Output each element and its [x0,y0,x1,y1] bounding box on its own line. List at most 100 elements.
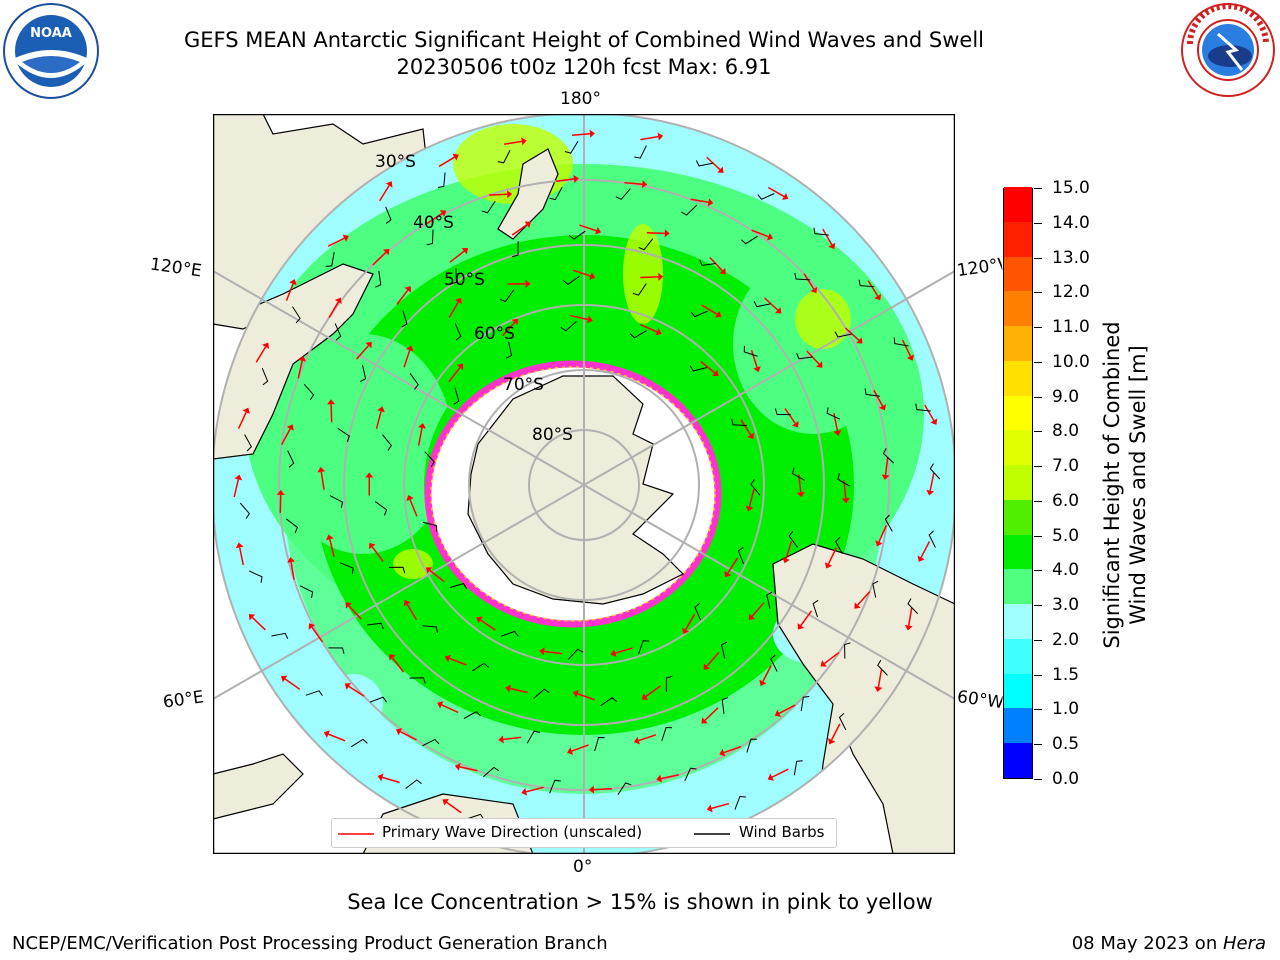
wind-barb [239,502,250,519]
wave-arrow [348,685,365,697]
chart-title-line1: GEFS MEAN Antarctic Significant Height o… [183,28,985,52]
wind-barb [661,727,673,742]
wave-arrow [878,525,887,543]
wave-arrow-head [317,466,326,473]
wind-barb [812,599,819,618]
wave-arrow-head [879,404,887,411]
wave-arrow [920,541,931,558]
wave-arrow [391,657,405,673]
wind-barb [721,697,728,714]
wave-arrow-head [404,286,411,293]
wave-arrow [489,193,508,196]
wind-barb [483,766,500,778]
colorbar-segment [1004,742,1032,778]
wave-arrow [459,766,478,772]
wave-arrow [830,723,841,741]
lat-label-60s: 60°S [474,324,515,344]
wave-arrow [396,289,409,305]
wave-arrow-head [281,675,288,683]
wind-barb [877,659,888,676]
wave-arrow-head [395,728,403,736]
wind-barb [750,479,761,496]
wind-barb [796,352,813,360]
wind-barb [600,697,618,707]
wave-arrow-head [377,773,384,782]
colorbar-tick-label: 13.0 [1052,247,1090,268]
wave-arrow-head [610,649,617,657]
wind-barb [350,738,368,748]
colorbar-segment [1004,499,1032,535]
colorbar-segment [1004,708,1032,744]
wave-arrow-head [476,616,483,624]
wave-arrow [646,231,665,235]
wind-barb [533,688,550,699]
wind-barb [681,204,697,216]
wave-arrow [640,323,658,333]
wave-arrow-head [437,701,444,709]
wind-barb [689,365,707,372]
wave-arrow-head [573,174,579,183]
colorbar-tick-label: 12.0 [1052,282,1090,303]
wave-arrow-head [452,153,459,161]
wind-barb [374,501,388,516]
wave-arrow-head [511,318,519,326]
wind-barb [422,521,438,532]
wave-arrow [509,687,528,694]
wave-arrow-head [365,472,374,478]
wave-arrow-head [792,421,799,428]
wave-arrow [645,685,661,698]
lon-label-bottom: 0° [573,857,593,877]
wave-arrow [806,350,820,365]
wave-arrow [375,411,382,429]
wind-barb [450,268,457,285]
wave-arrow-head [389,653,396,661]
colorbar-segment [1004,325,1032,361]
wind-barb [743,345,758,357]
wave-arrow [525,786,544,793]
wind-barb [690,310,708,318]
wave-arrow [706,156,721,171]
lat-label-50s: 50°S [444,270,485,290]
wave-arrow [803,273,815,290]
chart-title-line2: 20230506 t00z 120h fcst Max: 6.91 [396,55,772,79]
wave-arrow [503,140,522,146]
wave-arrow-head [286,424,294,431]
wave-arrow-head [248,614,256,621]
wave-arrow-head [524,221,531,228]
wave-arrow-head [748,613,756,621]
wind-barb [864,388,880,397]
colorbar-tick-label: 0.5 [1052,734,1080,755]
wave-arrow-head [854,602,861,609]
wind-barb [564,140,579,154]
wind-barb [800,696,810,712]
wave-arrow-head [344,682,352,690]
wave-arrow [762,665,772,682]
colorbar-title-line1: Significant Height of Combined [1100,321,1124,649]
wind-barb [757,193,775,200]
wave-arrow [822,228,833,246]
wind-barb [872,580,879,598]
wind-barb [271,632,289,640]
wave-arrow [827,547,837,565]
wave-arrow-head [766,232,773,241]
colorbar [1003,186,1033,779]
wave-arrow-head [498,735,504,744]
colorbar-tick-label: 5.0 [1052,525,1080,546]
wave-arrow-head [234,474,243,481]
wave-arrow-head [262,342,270,349]
wind-barb [928,530,936,548]
map-canvas [211,112,957,858]
lon-label-left-upper: 120°E [148,254,203,282]
wave-arrow-head [345,602,352,609]
colorbar-segment [1004,429,1032,466]
wind-barb [303,384,315,401]
wave-arrow-head [365,341,372,349]
wave-arrow-head [881,474,890,480]
wave-arrow-head [403,600,411,607]
wave-arrow-head [242,407,250,414]
wave-arrow-head [810,286,818,294]
wave-arrow [764,297,779,311]
wind-barb [826,407,841,420]
wind-barb [794,273,811,281]
wind-barb [287,450,295,468]
